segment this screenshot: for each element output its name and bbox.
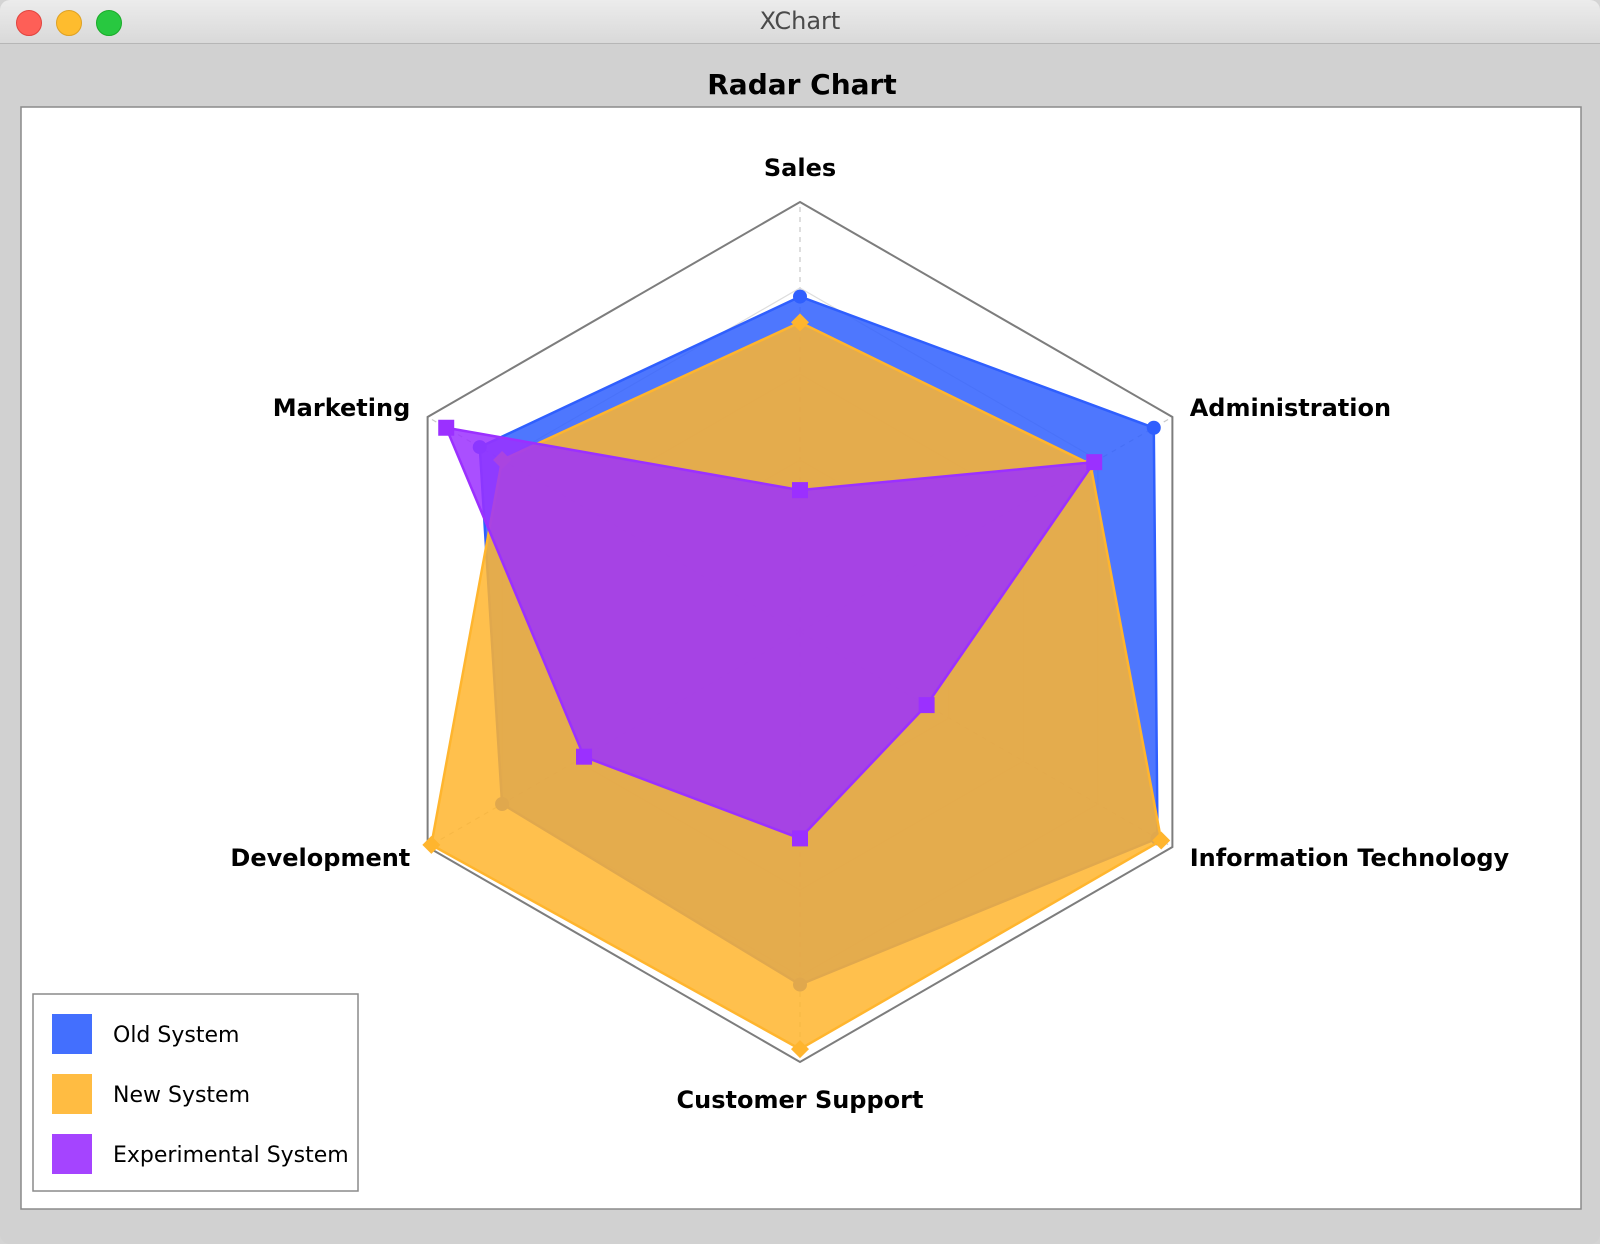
chart-title: Radar Chart (707, 68, 897, 101)
legend-swatch (52, 1134, 92, 1174)
data-point (791, 1040, 809, 1059)
title-bar[interactable]: XChart (0, 0, 1600, 44)
minimize-button[interactable] (56, 10, 82, 36)
axis-label: Sales (764, 154, 836, 182)
data-point (422, 835, 441, 854)
axis-label: Administration (1190, 394, 1391, 422)
data-point (438, 419, 455, 436)
radar-chart: Radar Chart Sales Administration Informati… (20, 68, 1582, 1210)
axis-label: Marketing (273, 394, 410, 422)
data-point (793, 289, 807, 304)
data-point (918, 697, 935, 714)
axis-labels: Sales Administration Information Technolog… (230, 154, 1509, 1114)
axis-label: Development (230, 844, 410, 872)
close-button[interactable] (16, 10, 42, 36)
data-point (792, 830, 808, 847)
data-point (576, 748, 593, 765)
data-point (1146, 420, 1161, 435)
data-point (792, 482, 808, 499)
data-point (791, 313, 809, 332)
zoom-button[interactable] (96, 10, 122, 36)
legend-swatch (52, 1074, 92, 1114)
legend-label: New System (113, 1083, 250, 1108)
radar-outer-ring (426, 200, 1174, 1064)
window-title: XChart (759, 7, 841, 35)
legend-swatch (52, 1014, 92, 1054)
legend: Old System New System Experimental System (32, 993, 359, 1192)
legend-label: Experimental System (113, 1143, 349, 1168)
axis-label: Customer Support (677, 1086, 924, 1114)
legend-label: Old System (113, 1023, 239, 1048)
series-experimental-system (438, 419, 1103, 847)
axis-label: Information Technology (1190, 844, 1510, 872)
data-point (1086, 454, 1103, 471)
series-layer (422, 289, 1171, 1059)
data-point (1152, 831, 1171, 850)
